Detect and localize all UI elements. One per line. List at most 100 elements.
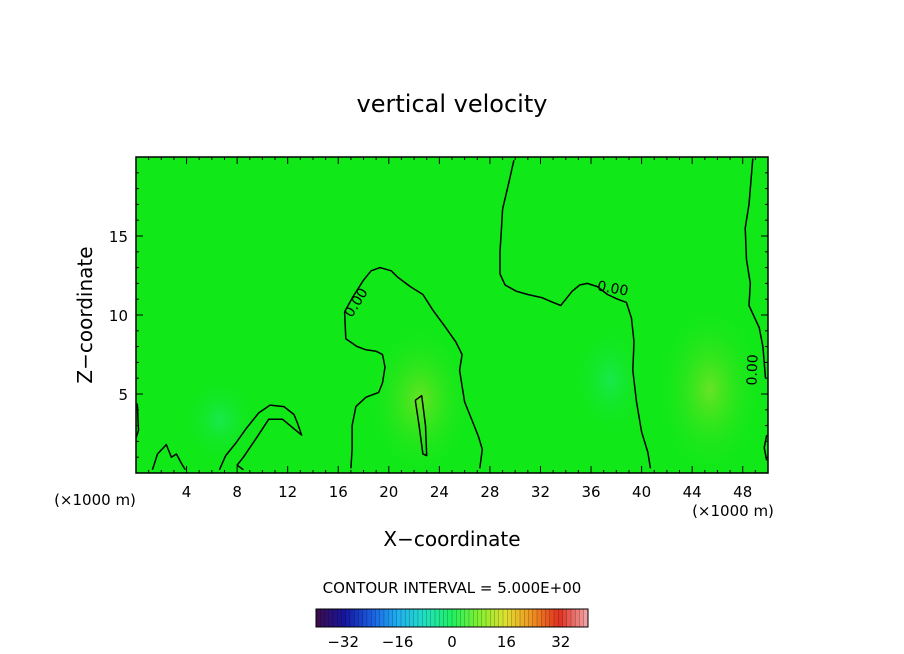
colorbar-cell	[477, 609, 483, 627]
colorbar	[315, 608, 589, 628]
colorbar-cell	[498, 609, 504, 627]
colorbar-cell	[384, 609, 389, 627]
colorbar-cell	[481, 609, 487, 627]
contour-label: 0.00	[596, 278, 629, 299]
colorbar-cell	[430, 609, 436, 627]
colorbar-cell	[354, 609, 359, 627]
colorbar-cell	[358, 609, 364, 627]
y-tick-label: 10	[109, 307, 128, 325]
colorbar-cell	[469, 609, 474, 627]
colorbar-cell	[439, 609, 444, 627]
colorbar-cell	[333, 609, 338, 627]
colorbar-cell	[575, 609, 580, 627]
colorbar-cell	[528, 609, 534, 627]
contour-interval-text: CONTOUR INTERVAL = 5.000E+00	[323, 579, 582, 597]
colorbar-cell	[328, 609, 334, 627]
colorbar-cell	[426, 609, 432, 627]
colorbar-cell	[375, 609, 381, 627]
colorbar-cell	[562, 609, 568, 627]
x-tick-label: 36	[581, 483, 600, 501]
colorbar-cell	[545, 609, 551, 627]
contour-line	[763, 434, 768, 461]
colorbar-cell	[558, 609, 563, 627]
x-tick-label: 28	[480, 483, 499, 501]
colorbar-cell	[443, 609, 449, 627]
colorbar-cell	[405, 609, 410, 627]
colorbar-cell	[409, 609, 415, 627]
contour-line	[499, 160, 652, 469]
colorbar-cell	[473, 609, 478, 627]
colorbar-cell	[316, 609, 321, 627]
contour-line	[343, 311, 386, 469]
y-tick-label: 15	[109, 228, 128, 246]
x-tick-label: 12	[278, 483, 297, 501]
colorbar-cell	[503, 609, 508, 627]
x-tick-label: 24	[430, 483, 449, 501]
y-axis-label: Z−coordinate	[73, 246, 97, 383]
colorbar-cell	[549, 609, 555, 627]
colorbar-cell	[511, 609, 517, 627]
colorbar-cell	[515, 609, 521, 627]
colorbar-cell	[422, 609, 427, 627]
colorbar-cell	[494, 609, 500, 627]
x-tick-label: 16	[329, 483, 348, 501]
colorbar-cell	[447, 609, 453, 627]
y-axis-ticks: 5 10 15	[109, 172, 768, 458]
contour-label: 0.00	[744, 354, 761, 386]
contour-line	[744, 158, 767, 379]
x-tick-label: 20	[379, 483, 398, 501]
colorbar-cell	[435, 609, 440, 627]
colorbar-cell	[350, 609, 355, 627]
x-unit-left: (×1000 m)	[54, 491, 136, 509]
colorbar-cell	[456, 609, 461, 627]
x-tick-label: 32	[531, 483, 550, 501]
colorbar-cell	[460, 609, 466, 627]
x-tick-label: 48	[733, 483, 752, 501]
colorbar-cell	[583, 609, 589, 627]
colorbar-cell	[579, 609, 585, 627]
colorbar-cell	[486, 609, 491, 627]
colorbar-cell	[371, 609, 376, 627]
colorbar-tick-label: −16	[382, 633, 414, 651]
colorbar-cell	[507, 609, 512, 627]
colorbar-cell	[566, 609, 572, 627]
colorbar-frame	[315, 608, 589, 628]
colorbar-tick-label: 32	[551, 633, 570, 651]
colorbar-cell	[554, 609, 559, 627]
colorbar-cell	[520, 609, 525, 627]
contour-line	[151, 443, 186, 471]
colorbar-tick-label: −32	[327, 633, 359, 651]
contour-line	[136, 403, 140, 439]
colorbar-cell	[341, 609, 347, 627]
colorbar-cell	[362, 609, 368, 627]
colorbar-cell	[337, 609, 342, 627]
colorbar-cell	[413, 609, 419, 627]
contour-lines	[136, 158, 768, 471]
colorbar-tick-label: 16	[497, 633, 516, 651]
x-tick-label: 40	[632, 483, 651, 501]
colorbar-cell	[388, 609, 393, 627]
x-tick-label: 8	[232, 483, 242, 501]
colorbar-cell	[320, 609, 325, 627]
colorbar-cell	[464, 609, 470, 627]
x-axis-label: X−coordinate	[383, 527, 520, 551]
colorbar-cell	[379, 609, 385, 627]
colorbar-cell	[392, 609, 398, 627]
colorbar-cell	[418, 609, 423, 627]
colorbar-cell	[324, 609, 330, 627]
colorbar-tick-label: 0	[447, 633, 457, 651]
chart-title: vertical velocity	[357, 90, 548, 118]
colorbar-cell	[367, 609, 372, 627]
colorbar-cell	[490, 609, 495, 627]
colorbar-cell	[345, 609, 351, 627]
colorbar-cell	[396, 609, 402, 627]
colorbar-cell	[532, 609, 538, 627]
colorbar-cell	[452, 609, 457, 627]
colorbar-cell	[524, 609, 529, 627]
x-axis-ticks: 4 8 12 16 20 24 28 32 36 40 44 48	[148, 157, 756, 501]
contour-line	[414, 394, 428, 457]
contour-line	[343, 266, 484, 469]
colorbar-ticks: −32 −16 0 16 32	[327, 633, 570, 651]
colorbar-cell	[541, 609, 546, 627]
